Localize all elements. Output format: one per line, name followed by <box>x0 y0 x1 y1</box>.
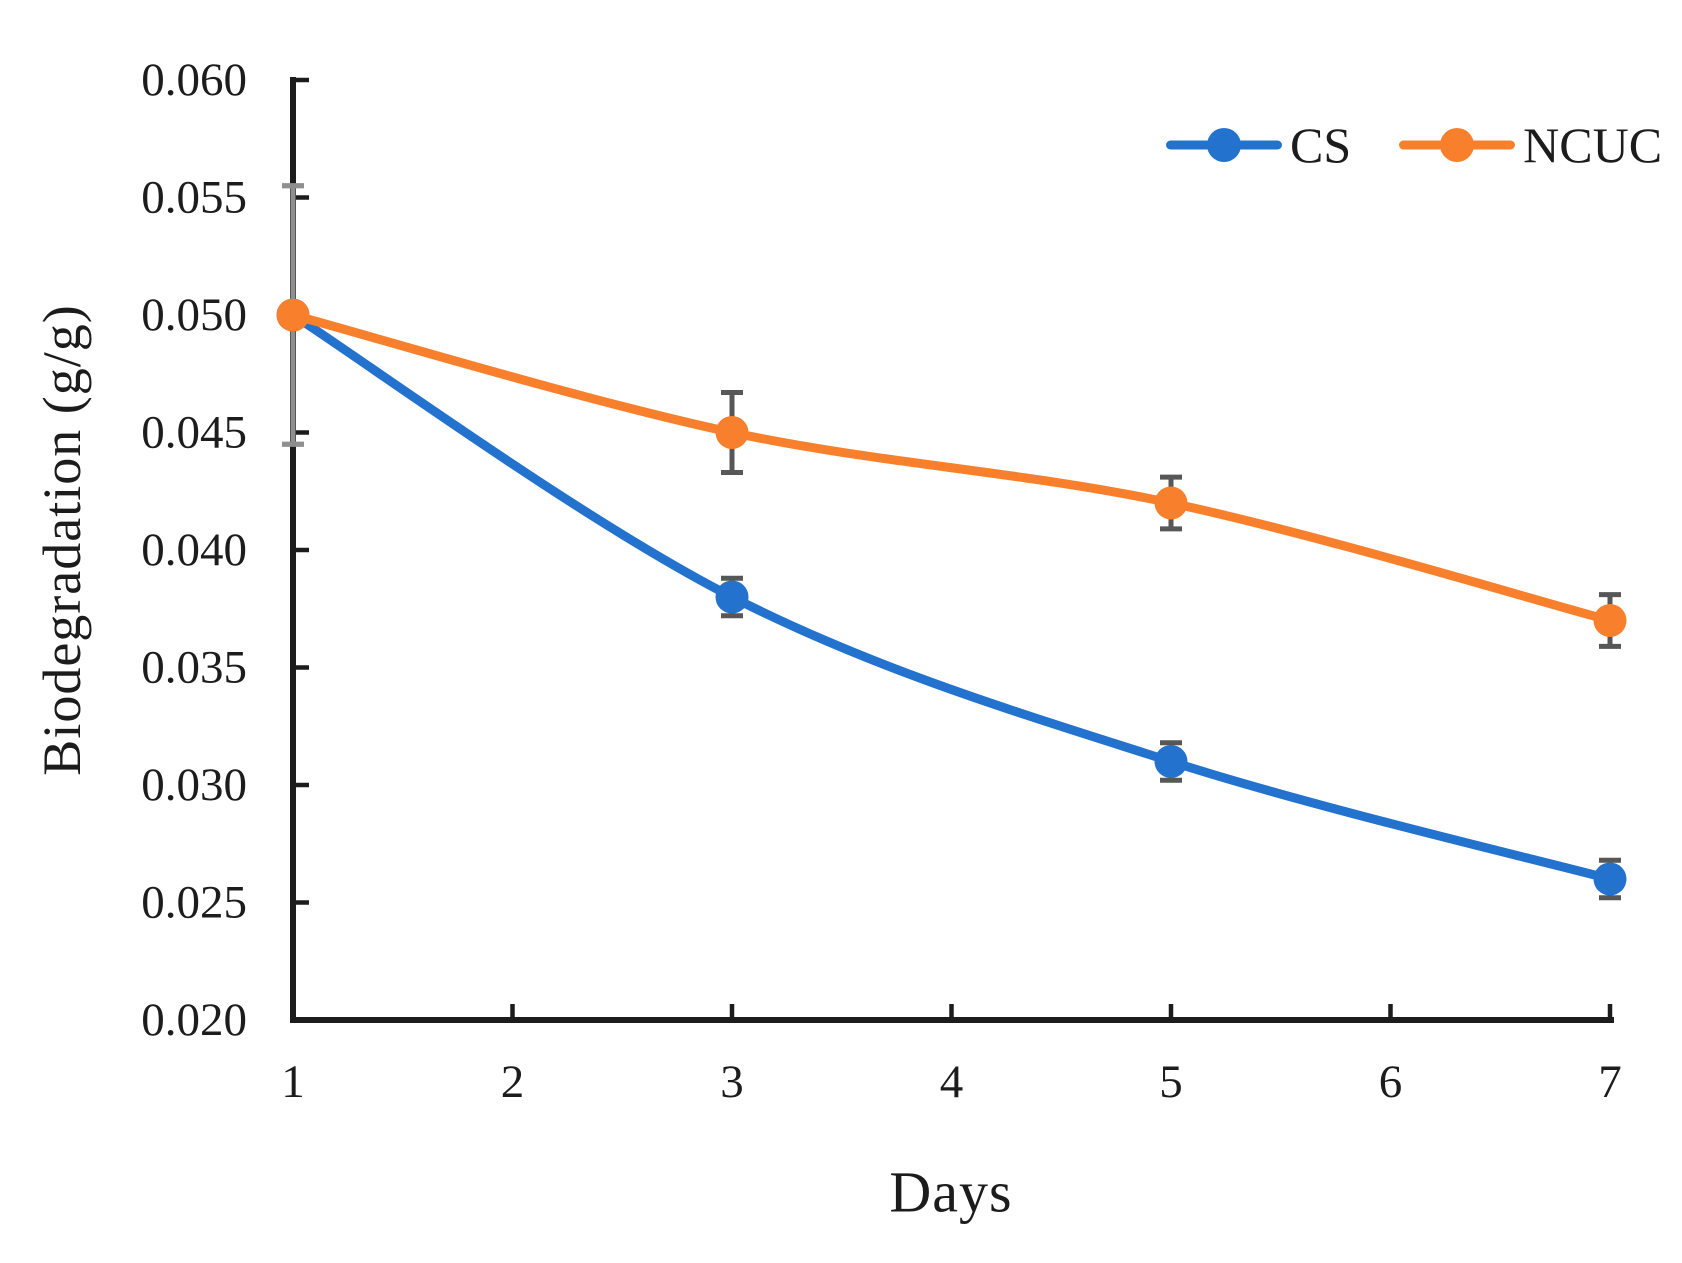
y-tick-label: 0.020 <box>141 994 247 1046</box>
cs-legend-label: CS <box>1290 117 1352 173</box>
y-tick-label: 0.050 <box>141 289 247 341</box>
ncuc-line-marker-icon <box>1399 128 1516 162</box>
y-tick-label: 0.055 <box>141 172 247 224</box>
ncuc-marker <box>1154 486 1188 520</box>
ncuc-marker <box>1593 604 1627 637</box>
y-tick-label: 0.045 <box>141 407 247 459</box>
x-tick-label: 2 <box>501 1056 525 1108</box>
ncuc-legend-dot <box>1440 128 1475 162</box>
cs-line-marker-icon <box>1166 128 1282 162</box>
y-tick-label: 0.030 <box>141 759 247 811</box>
x-tick-label: 6 <box>1379 1056 1403 1108</box>
cs-series-line <box>288 310 1615 884</box>
x-tick-label: 1 <box>281 1056 305 1108</box>
cs-marker <box>1593 862 1627 896</box>
x-tick-label: 5 <box>1159 1056 1183 1108</box>
legend-item-cs: CS <box>1166 120 1351 170</box>
x-tick-label: 7 <box>1598 1056 1622 1108</box>
y-tick-label: 0.025 <box>141 877 247 929</box>
ncuc-legend-label: NCUC <box>1523 117 1663 173</box>
ncuc-marker <box>276 298 310 332</box>
y-tick-label: 0.040 <box>141 524 247 576</box>
legend-item-ncuc: NCUC <box>1399 120 1662 170</box>
y-tick-label: 0.035 <box>141 642 247 694</box>
legend: CS NCUC <box>1166 120 1662 170</box>
cs-marker <box>715 580 749 614</box>
y-tick-label: 0.060 <box>141 54 247 106</box>
cs-legend-dot <box>1207 128 1241 162</box>
ncuc-series-line <box>288 310 1615 625</box>
x-tick-label: 4 <box>940 1056 964 1108</box>
x-axis-title: Days <box>889 1159 1013 1225</box>
cs-marker <box>1154 745 1188 778</box>
x-tick-label: 3 <box>720 1056 744 1108</box>
y-axis-title: Biodegradation (g/g) <box>32 304 92 776</box>
ncuc-marker <box>715 416 749 449</box>
